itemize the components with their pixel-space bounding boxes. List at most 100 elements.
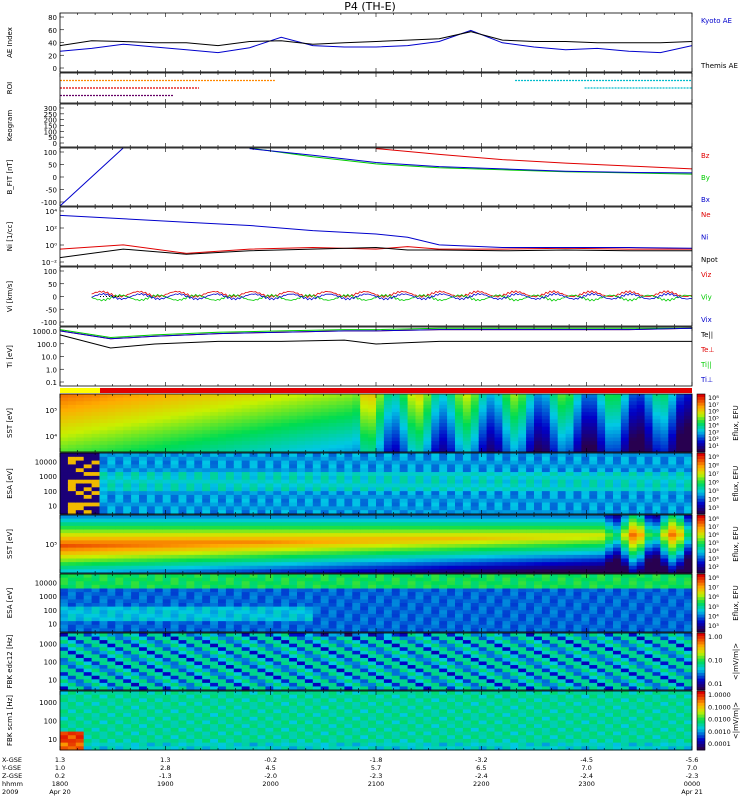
spectrogram-cell bbox=[75, 536, 85, 541]
spectrogram-cell bbox=[162, 448, 172, 453]
spectrogram-cell bbox=[320, 419, 330, 424]
spectrogram-cell bbox=[83, 483, 93, 488]
spectrogram-cell bbox=[439, 433, 448, 438]
spectrogram-cell bbox=[628, 441, 638, 446]
spectrogram-cell bbox=[273, 415, 282, 420]
spectrogram-cell bbox=[67, 448, 77, 453]
spectrogram-cell bbox=[328, 433, 337, 438]
spectrogram-cell bbox=[597, 444, 606, 449]
spectrogram-cell bbox=[494, 415, 503, 420]
spectrogram-cell bbox=[383, 433, 393, 438]
spectrogram-cell bbox=[344, 453, 353, 458]
spectrogram-cell bbox=[644, 515, 653, 520]
spectrogram-cell bbox=[186, 404, 195, 409]
spectrogram-cell bbox=[423, 518, 432, 523]
spectrogram-cell bbox=[360, 525, 369, 530]
spectrogram-cell bbox=[676, 487, 685, 492]
spectrogram-cell bbox=[162, 441, 172, 446]
spectrogram-cell bbox=[636, 518, 646, 523]
spectrogram-cell bbox=[581, 510, 590, 515]
spectrogram-cell bbox=[360, 404, 369, 409]
spectrogram-cell bbox=[99, 584, 108, 589]
spectrogram-cell bbox=[644, 487, 653, 492]
spectrogram-cell bbox=[660, 558, 669, 563]
spectrogram-cell bbox=[241, 464, 251, 469]
spectrogram-cell bbox=[60, 453, 69, 458]
spectrogram-cell bbox=[455, 430, 464, 435]
spectrogram-cell bbox=[265, 518, 274, 523]
spectrogram-cell bbox=[494, 404, 503, 409]
spectrogram-cell bbox=[289, 506, 298, 511]
spectrogram-cell bbox=[534, 397, 543, 402]
spectrogram-cell bbox=[581, 529, 590, 534]
spectrogram-cell bbox=[107, 515, 116, 520]
spectrogram-cell bbox=[557, 565, 567, 570]
spectrogram-cell bbox=[146, 502, 156, 507]
spectrogram-cell bbox=[660, 397, 669, 402]
spectrogram-cell bbox=[336, 426, 345, 431]
spectrogram-cell bbox=[534, 437, 543, 442]
spectrogram-cell bbox=[526, 401, 535, 406]
spectrogram-cell bbox=[581, 456, 590, 462]
colorbar-segment bbox=[697, 449, 705, 453]
spectrogram-cell bbox=[636, 404, 646, 409]
spectrogram-cell bbox=[565, 441, 574, 446]
spectrogram-cell bbox=[494, 408, 503, 413]
spectrogram-cell bbox=[684, 460, 693, 465]
legend-entry: Ne bbox=[701, 211, 711, 219]
spectrogram-cell bbox=[115, 518, 124, 523]
colorbar-tick-label: 10⁹ bbox=[708, 453, 719, 461]
spectrogram-cell bbox=[202, 444, 211, 449]
spectrogram-cell bbox=[668, 522, 677, 527]
spectrogram-cell bbox=[573, 544, 582, 549]
spectrogram-cell bbox=[265, 547, 274, 552]
spectrogram-cell bbox=[202, 433, 211, 438]
spectrogram-cell bbox=[431, 437, 440, 442]
spectrogram-cell bbox=[660, 423, 669, 428]
spectrogram-cell bbox=[605, 419, 614, 424]
spectrogram-cell bbox=[589, 456, 598, 462]
spectrogram-cell bbox=[249, 441, 258, 446]
spectrogram-cell bbox=[376, 437, 385, 442]
spectrogram-cell bbox=[660, 472, 669, 477]
spectrogram-cell bbox=[660, 522, 669, 527]
spectrogram-cell bbox=[557, 483, 567, 488]
spectrogram-cell bbox=[328, 404, 337, 409]
spectrogram-cell bbox=[257, 491, 266, 496]
spectrogram-cell bbox=[75, 408, 85, 413]
spectrogram-cell bbox=[415, 487, 424, 492]
spectrogram-cell bbox=[297, 464, 306, 469]
spectrogram-cell bbox=[518, 419, 527, 424]
spectrogram-cell bbox=[684, 472, 693, 477]
spectrogram-cell bbox=[455, 515, 464, 520]
spectrogram-cell bbox=[557, 544, 567, 549]
spectrogram-cell bbox=[549, 448, 559, 453]
spectrogram-cell bbox=[613, 491, 622, 496]
spectrogram-cell bbox=[613, 394, 622, 399]
spectrogram-cell bbox=[273, 408, 282, 413]
spectrogram-cell bbox=[383, 460, 393, 465]
spectrogram-cell bbox=[407, 441, 416, 446]
spectrogram-cell bbox=[320, 430, 330, 435]
spectrogram-cell bbox=[162, 558, 172, 563]
spectrogram-cell bbox=[455, 506, 464, 511]
spectrogram-cell bbox=[67, 599, 77, 604]
spectrogram-cell bbox=[99, 518, 108, 523]
spectrogram-cell bbox=[344, 404, 353, 409]
spectrogram-cell bbox=[233, 510, 243, 515]
spectrogram-cell bbox=[660, 401, 669, 406]
spectrogram-cell bbox=[202, 437, 211, 442]
spectrogram-cell bbox=[194, 412, 203, 417]
spectrogram-cell bbox=[352, 456, 361, 462]
spectrogram-cell bbox=[123, 544, 132, 549]
spectrogram-cell bbox=[573, 522, 582, 527]
spectrogram-cell bbox=[297, 423, 306, 428]
spectrogram-cell bbox=[131, 544, 140, 549]
spectrogram-cell bbox=[455, 565, 464, 570]
spectrogram-cell bbox=[186, 479, 195, 484]
spectrogram-cell bbox=[162, 404, 172, 409]
spectrogram-cell bbox=[281, 444, 290, 449]
spectrogram-cell bbox=[407, 491, 416, 496]
spectrogram-cell bbox=[660, 394, 669, 399]
spectrogram-cell bbox=[423, 544, 432, 549]
